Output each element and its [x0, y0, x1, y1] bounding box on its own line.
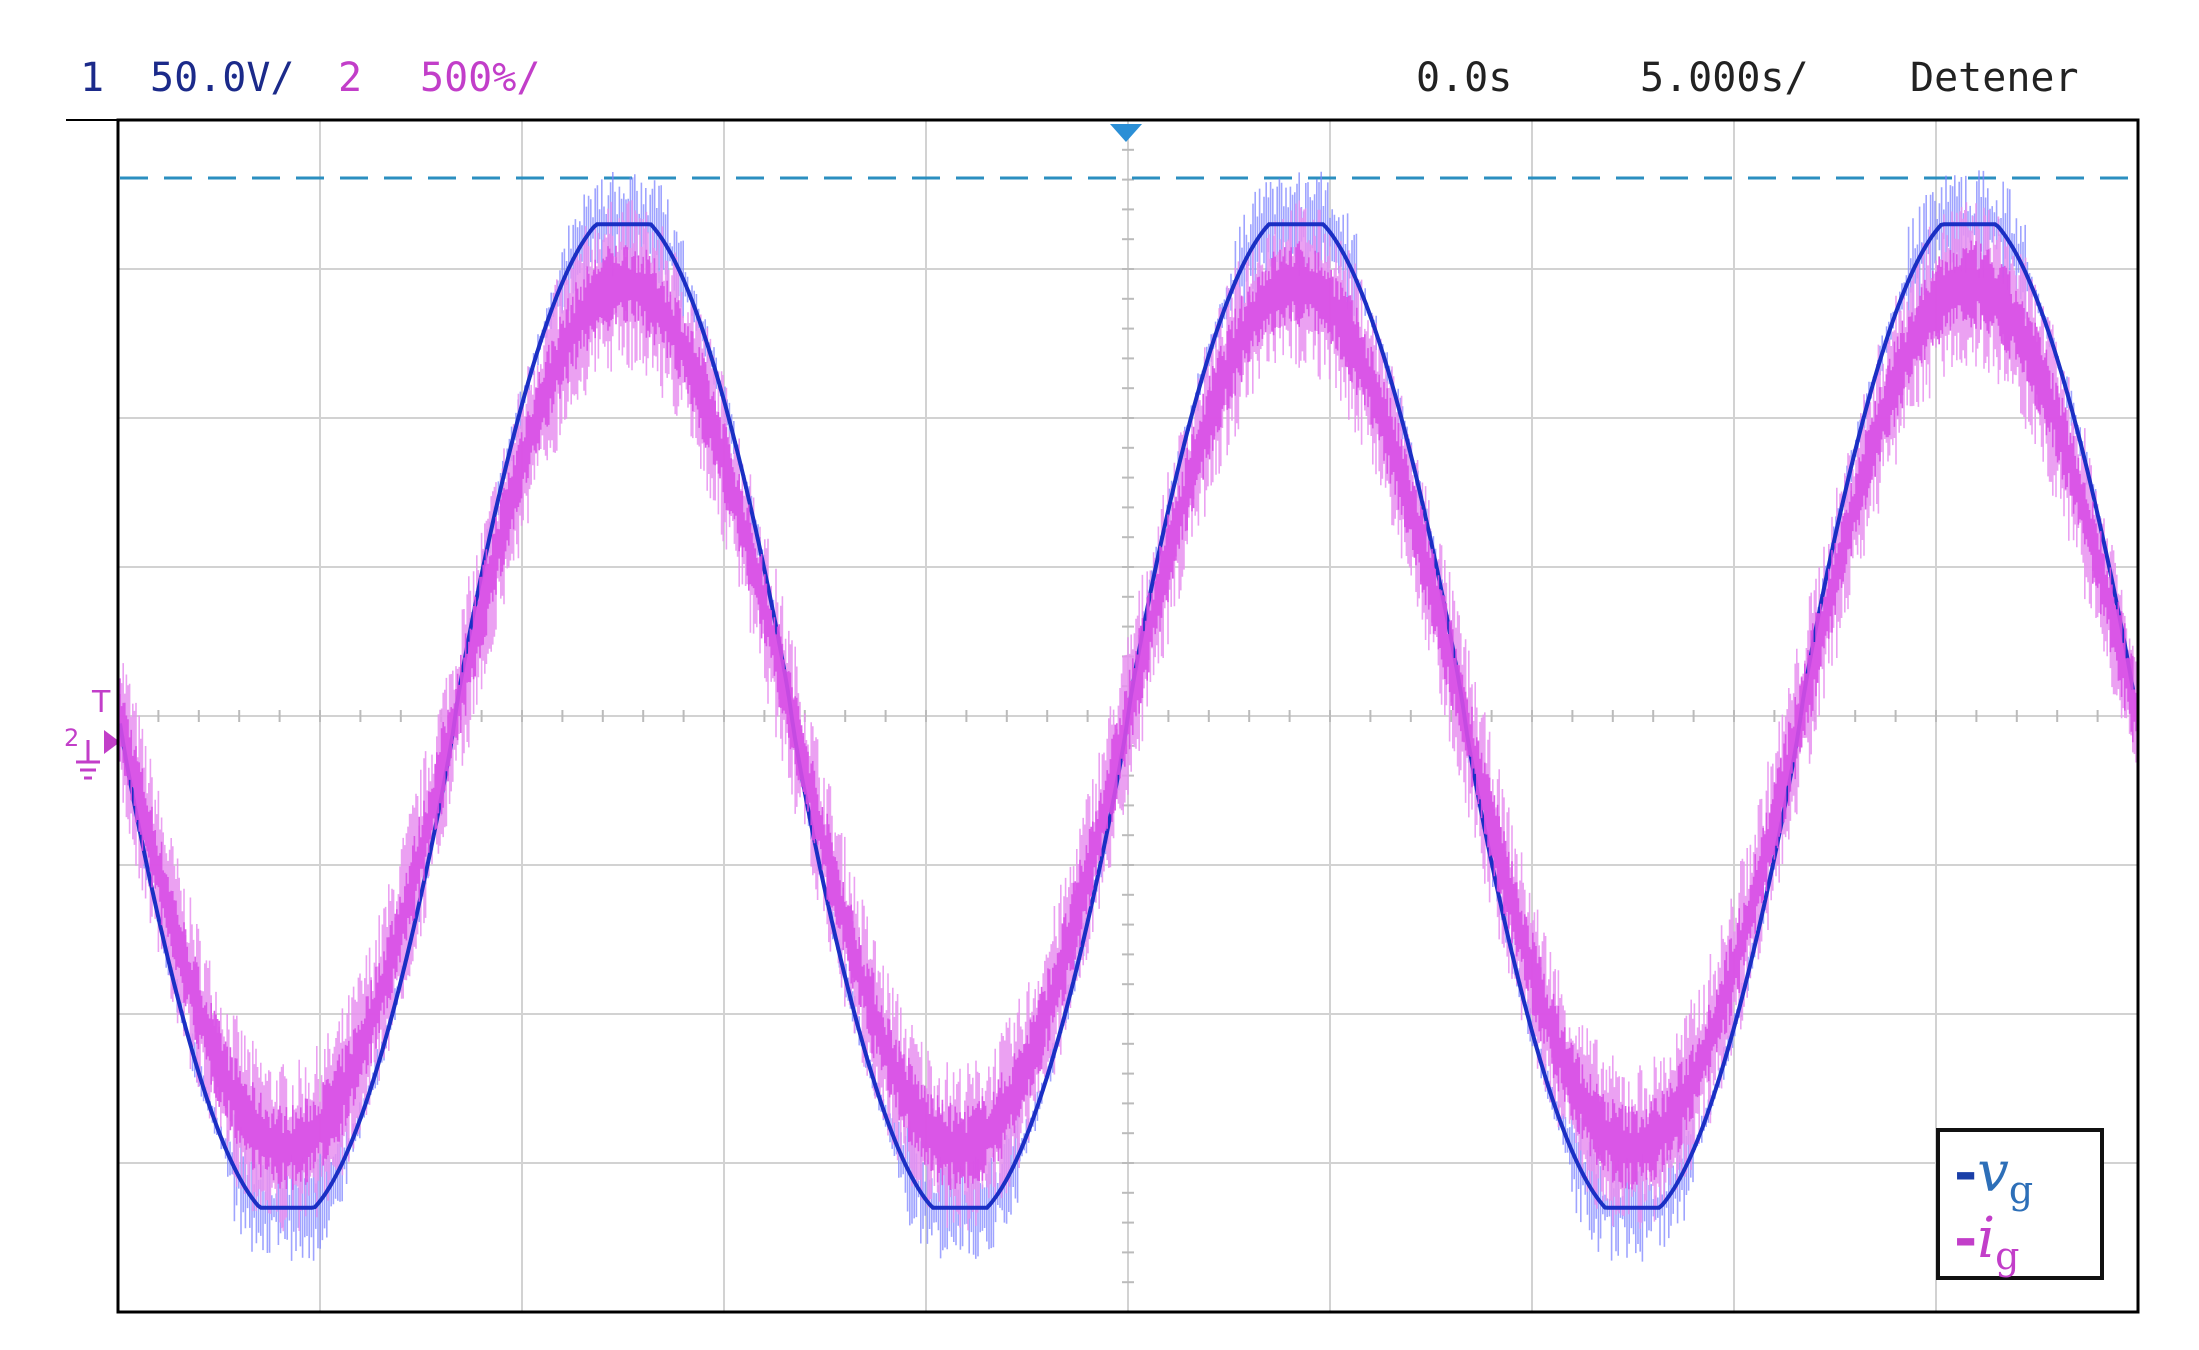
- ch2-trace-ig: [119, 240, 2137, 1190]
- legend-ig-subscript: g: [1995, 1234, 2020, 1278]
- waveforms: [118, 170, 2137, 1262]
- status-bar: 1 50.0V/ 2 500%/ 0.0s 5.000s/ Detener: [0, 0, 2199, 118]
- legend-item-vg: -vg: [1954, 1144, 2033, 1209]
- legend-vg-subscript: g: [2008, 1168, 2034, 1212]
- time-offset[interactable]: 0.0s: [1416, 55, 1513, 101]
- ch2-number[interactable]: 2: [338, 55, 363, 101]
- ch1-scale[interactable]: 50.0V/: [150, 55, 295, 101]
- plot-frame: [116, 118, 2140, 1314]
- run-state[interactable]: Detener: [1910, 55, 2079, 101]
- down-triangle-icon[interactable]: [1110, 124, 1142, 142]
- legend-vg-symbol: v: [1977, 1140, 2009, 1205]
- time-scale[interactable]: 5.000s/: [1640, 55, 1809, 101]
- ground-arrow-icon[interactable]: T 2: [64, 685, 120, 780]
- legend-ig-symbol: i: [1977, 1206, 1996, 1271]
- legend-vg-swatch: -: [1954, 1139, 1978, 1205]
- legend-item-ig: -ig: [1954, 1210, 2020, 1275]
- trigger-marker-label: T: [91, 685, 111, 720]
- ch1-number[interactable]: 1: [80, 55, 105, 101]
- ch2-scale[interactable]: 500%/: [420, 55, 541, 101]
- channel-ground-label: 2: [64, 724, 79, 752]
- legend: -vg -ig: [1936, 1128, 2104, 1280]
- legend-ig-swatch: -: [1954, 1205, 1978, 1271]
